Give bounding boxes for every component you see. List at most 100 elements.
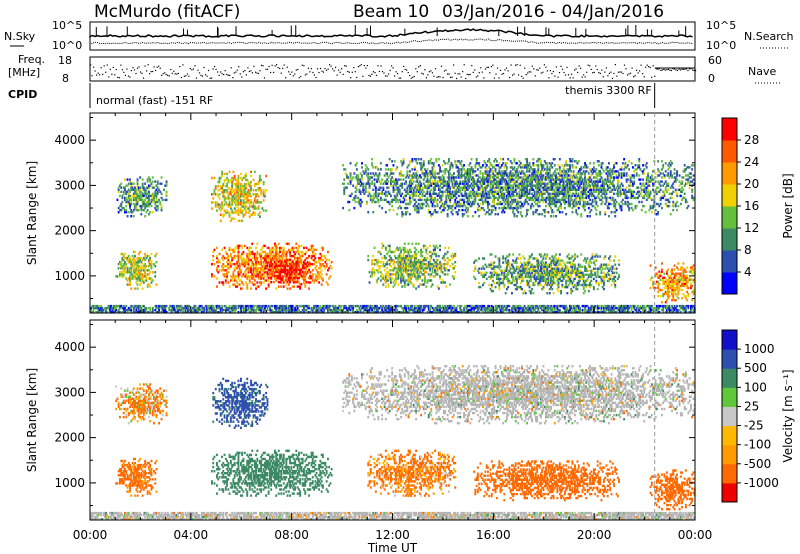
noise-strip: N.Sky 10^5 10^0 10^5 10^0 N.Search [4,19,794,52]
echo-cell [287,242,290,245]
echo-cell [668,278,671,281]
echo-cell [145,277,148,280]
echo-cell [445,188,448,191]
freq-point [356,76,358,79]
echo-cell [469,176,472,179]
echo-cell [500,271,503,274]
echo-cell [286,272,289,276]
echo-cell [253,213,256,216]
echo-cell [412,188,415,191]
echo-cell [671,278,673,281]
echo-cell [247,193,250,196]
echo-cell [240,193,242,196]
echo-cell [567,277,570,281]
echo-cell [548,283,551,287]
echo-cell [474,174,477,177]
echo-cell [256,250,259,254]
echo-cell [580,271,583,274]
echo-cell [400,194,402,198]
echo-cell [480,190,483,193]
echo-cell [130,269,133,272]
echo-cell [130,208,133,212]
echo-cell [281,268,284,272]
echo-cell [252,277,255,280]
echo-cell [426,190,429,193]
echo-cell [426,186,429,189]
echo-cell [441,208,444,212]
echo-cell [488,194,491,198]
echo-cell [155,261,158,264]
echo-cell [383,198,386,202]
echo-cell [229,248,232,252]
echo-cell [252,265,255,268]
echo-cell [386,186,389,189]
echo-cell [560,279,562,283]
echo-cell [234,285,237,288]
echo-cell [387,271,390,274]
echo-cell [567,257,570,260]
echo-cell [480,178,483,181]
echo-cell [473,202,476,206]
freq-point [499,69,502,71]
echo-cell [241,187,244,190]
echo-cell [155,204,158,208]
echo-cell [478,176,481,179]
echo-cell [572,271,575,274]
echo-cell [677,292,680,296]
echo-cell [282,266,285,269]
echo-cell [132,265,135,268]
echo-cell [258,211,261,214]
echo-cell [267,279,270,282]
echo-cell [403,194,406,198]
echo-cell [427,198,430,202]
echo-cell [663,286,666,290]
echo-cell [451,164,454,167]
echo-cell [271,250,274,254]
freq-point [554,75,556,77]
echo-cell [420,267,423,270]
echo-cell [397,186,400,189]
echo-cell [540,277,542,281]
echo-cell [386,178,389,181]
echo-cell [435,160,438,163]
echo-cell [442,184,445,187]
echo-cell [231,176,234,180]
freq-point [388,73,390,75]
echo-cell [392,273,395,276]
echo-cell [453,254,455,258]
echo-cell [529,292,532,295]
echo-cell [246,201,249,204]
echo-cell [379,162,382,165]
freq-point [139,71,142,73]
echo-cell [149,202,152,206]
echo-cell [681,278,683,281]
echo-cell [594,271,597,274]
echo-cell [325,265,328,268]
echo-cell [131,277,134,280]
echo-cell [453,194,455,198]
echo-cell [503,269,506,272]
echo-cell [657,284,660,288]
echo-cell [343,182,346,185]
echo-cell [160,176,163,179]
echo-cell [357,200,360,204]
echo-cell [290,254,293,258]
echo-cell [116,198,119,202]
echo-cell [560,259,562,262]
echo-cell [408,279,411,282]
echo-cell [248,191,251,194]
echo-cell [672,288,675,292]
echo-cell [295,270,298,274]
echo-cell [421,204,424,208]
echo-cell [280,285,283,288]
echo-cell [445,198,448,202]
echo-cell [262,261,265,264]
echo-cell [221,256,223,260]
echo-cell [551,279,554,283]
echo-cell [257,263,260,266]
echo-cell [561,267,564,270]
echo-cell [218,252,221,256]
echo-cell [440,186,443,189]
freq-point [288,71,290,73]
echo-cell [673,288,676,292]
